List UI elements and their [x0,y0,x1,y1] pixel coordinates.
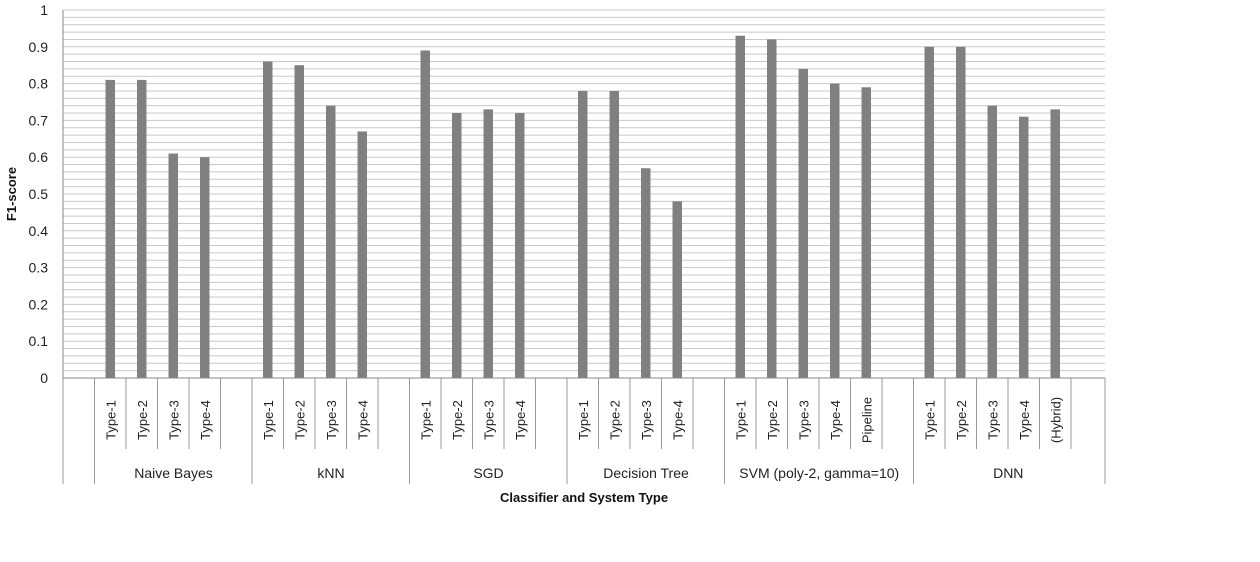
category-label: Type-2 [954,400,969,440]
category-label: Type-4 [1017,400,1032,440]
y-tick-label: 0.2 [29,296,49,312]
bar [672,201,682,378]
bar [830,83,840,378]
bar [1050,109,1060,379]
group-label: kNN [317,465,344,481]
y-tick-label: 0.3 [29,260,49,276]
y-tick-label: 0.1 [29,333,49,349]
category-label: Type-1 [733,400,748,440]
bar [578,90,588,379]
category-label: Type-1 [261,400,276,440]
category-label: Type-1 [576,400,591,440]
y-axis-tick-labels: 0 0.1 0.2 0.3 0.4 0.5 0.6 0.7 0.8 0.9 1 [29,2,49,386]
x-axis-label: Classifier and System Type [500,490,668,505]
bar [483,109,493,379]
y-tick-label: 0.4 [29,223,49,239]
bar [798,68,808,378]
bar [609,90,619,379]
bar [956,46,966,379]
bar [200,157,210,378]
category-label: Type-4 [513,400,528,440]
bar [294,65,304,378]
y-tick-label: 0.9 [29,39,49,55]
bar [168,153,178,378]
y-tick-label: 0.5 [29,186,49,202]
bar [326,105,336,379]
category-label: Type-3 [796,400,811,440]
group-label: Naive Bayes [134,465,213,481]
bar [767,39,777,378]
category-label: Type-4 [828,400,843,440]
y-axis-label: F1-score [4,167,19,221]
category-label: Type-3 [985,400,1000,440]
bar [357,131,367,378]
bar [924,46,934,379]
category-label: (Hybrid) [1048,397,1063,443]
bar [105,79,115,379]
group-label: SGD [473,465,503,481]
category-label: Type-4 [198,400,213,440]
category-label: Type-2 [765,400,780,440]
category-label: Type-4 [670,400,685,440]
category-label: Type-1 [922,400,937,440]
category-label: Type-4 [355,400,370,440]
category-label: Type-1 [103,400,118,440]
category-label: Type-3 [166,400,181,440]
group-label: SVM (poly-2, gamma=10) [739,465,899,481]
bar [641,168,651,378]
category-label: Type-3 [324,400,339,440]
bar [1019,116,1029,378]
bar [137,79,147,379]
bars [105,35,1060,379]
category-label: Type-1 [418,400,433,440]
y-tick-label: 0.7 [29,112,49,128]
category-label: Pipeline [859,397,874,443]
category-label: Type-3 [481,400,496,440]
bar [420,50,430,378]
category-label: Type-2 [292,400,307,440]
group-label: DNN [993,465,1023,481]
bar [735,35,745,378]
group-label: Decision Tree [603,465,689,481]
bar [861,87,871,378]
y-tick-label: 0 [40,370,48,386]
bar [263,61,273,379]
category-axis: Type-1 Type-2 Type-3 Type-4 Naive Bayes Type-… [62,378,1106,484]
category-label: Type-2 [450,400,465,440]
bar [987,105,997,379]
category-label: Type-2 [607,400,622,440]
category-label: Type-2 [135,400,150,440]
y-tick-label: 1 [40,2,48,18]
bar [515,113,525,378]
bar [452,113,462,378]
y-tick-label: 0.8 [29,76,49,92]
category-label: Type-3 [639,400,654,440]
y-tick-label: 0.6 [29,149,49,165]
